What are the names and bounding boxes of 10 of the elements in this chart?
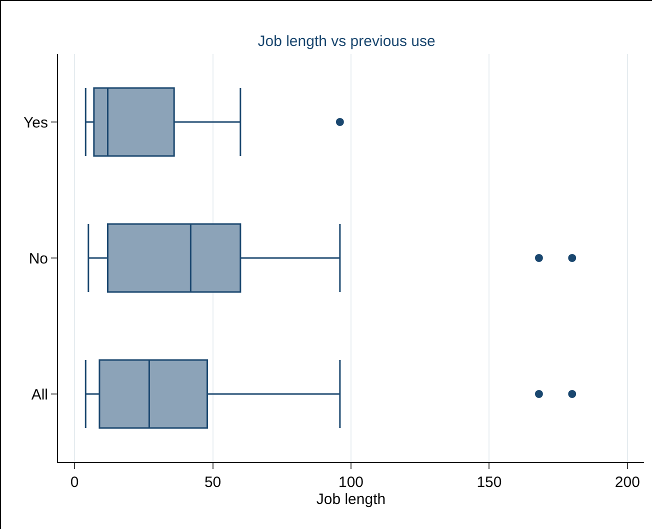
- chart-title: Job length vs previous use: [258, 32, 436, 50]
- x-tick-label: 150: [476, 474, 502, 491]
- y-tick-label: No: [28, 250, 48, 268]
- y-tick-label: Yes: [24, 114, 48, 132]
- x-tick-label: 200: [614, 474, 640, 491]
- y-tick-label: All: [31, 386, 48, 404]
- x-tick-label: 50: [204, 474, 222, 491]
- x-tick-label: 100: [338, 474, 364, 491]
- x-tick-label: 0: [70, 474, 79, 491]
- x-axis-title: Job length: [316, 491, 386, 508]
